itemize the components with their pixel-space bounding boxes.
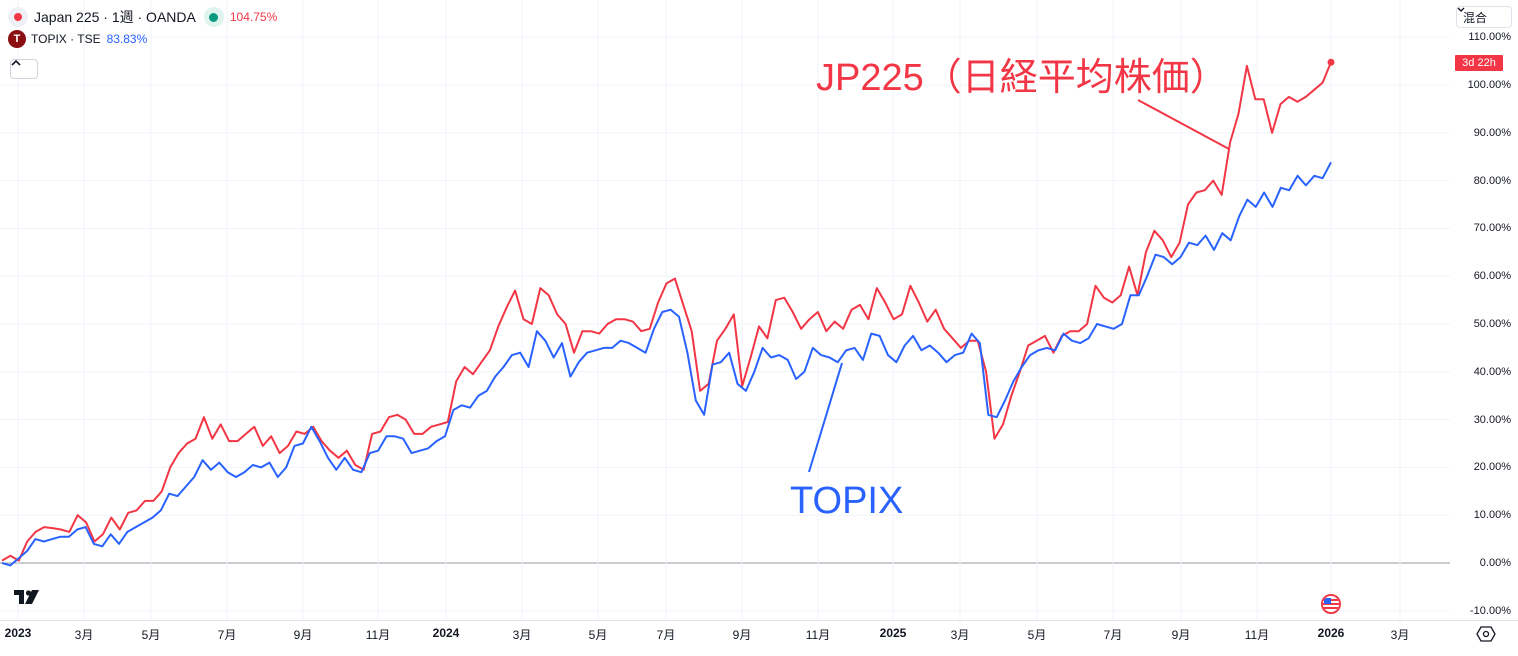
time-scale-tick: 11月 — [805, 628, 831, 642]
time-scale-tick: 3月 — [950, 628, 970, 642]
price-scale[interactable]: 110.00% 100.00% 90.00% 80.00% 70.00% 60.00% 50… — [1450, 0, 1518, 620]
price-scale-tick: -10.00% — [1470, 604, 1511, 617]
scale-mode-dropdown[interactable]: 混合 — [1456, 6, 1512, 28]
price-scale-tick: 30.00% — [1473, 413, 1511, 426]
chevron-down-icon — [1457, 7, 1465, 12]
price-scale-tick: 80.00% — [1473, 174, 1511, 187]
time-scale-tick: 7月 — [217, 628, 237, 642]
time-scale-tick: 2023 — [4, 626, 32, 640]
price-scale-tick: 110.00% — [1468, 31, 1511, 44]
time-scale-tick: 9月 — [293, 628, 313, 642]
time-scale-tick: 2026 — [1317, 626, 1345, 640]
main-value: 104.75% — [229, 10, 278, 24]
price-scale-tick: 100.00% — [1467, 79, 1511, 91]
price-scale-tick: 20.00% — [1473, 461, 1511, 474]
chart-pane[interactable] — [0, 0, 1450, 620]
time-scale-tick: 9月 — [1171, 628, 1191, 642]
topix-annotation-text[interactable]: TOPIX — [790, 480, 904, 522]
price-scale-tick: 10.00% — [1473, 509, 1511, 522]
bar-countdown-badge: 3d 22h — [1455, 55, 1503, 71]
time-scale-tick: 9月 — [732, 628, 752, 642]
price-scale-tick: 40.00% — [1473, 365, 1511, 378]
last-price-dot — [1327, 58, 1335, 66]
topix-series-line[interactable] — [1, 161, 1332, 567]
time-scale-tick: 2024 — [432, 626, 460, 640]
price-scale-tick: 70.00% — [1473, 222, 1511, 235]
time-scale-tick: 3月 — [1390, 628, 1410, 642]
series-color-dot — [8, 7, 28, 27]
legend-main-series[interactable]: Japan 225 · 1週 · OANDA 104.75% — [8, 6, 277, 28]
time-scale-tick: 11月 — [1244, 628, 1270, 642]
time-scale-tick: 7月 — [656, 628, 676, 642]
price-scale-tick: 60.00% — [1473, 270, 1511, 283]
time-scale-tick: 2025 — [879, 626, 907, 640]
topix-annotation-arrow[interactable] — [808, 362, 843, 473]
market-status-icon — [203, 7, 224, 27]
time-scale-tick: 5月 — [588, 628, 608, 642]
plot-area[interactable] — [0, 0, 1450, 620]
collapse-legend-button[interactable] — [10, 59, 38, 79]
time-scale-tick: 5月 — [1027, 628, 1047, 642]
topix-logo-icon: T — [8, 30, 26, 48]
time-scale-tick: 3月 — [74, 628, 94, 642]
scale-mode-label: 混合 — [1463, 10, 1488, 25]
jp225-series-line[interactable] — [1, 61, 1332, 562]
compare-symbol-label: TOPIX · TSE — [31, 32, 101, 46]
time-scale-tick: 3月 — [512, 628, 532, 642]
price-scale-tick: 50.00% — [1473, 318, 1511, 330]
legend-compare-series[interactable]: T TOPIX · TSE 83.83% — [8, 28, 277, 50]
chevron-up-icon — [11, 60, 21, 66]
main-symbol-label: Japan 225 · 1週 · OANDA — [34, 9, 196, 25]
compare-value: 83.83% — [106, 32, 148, 46]
time-scale-tick: 5月 — [141, 628, 161, 642]
jp225-annotation-text[interactable]: JP225（日経平均株価） — [816, 57, 1228, 99]
jp225-annotation-arrow[interactable] — [1137, 99, 1230, 150]
time-scale-tick: 11月 — [365, 628, 391, 642]
legend: Japan 225 · 1週 · OANDA 104.75% T TOPIX ·… — [8, 6, 277, 50]
us-flag-event-icon[interactable] — [1321, 594, 1341, 614]
settings-gear-icon[interactable] — [1476, 624, 1496, 644]
time-scale[interactable]: 2023 3月 5月 7月 9月 11月 2024 3月 5月 7月 9月 11月 2025 3月 5月 7月… — [0, 620, 1518, 656]
price-scale-tick: 90.00% — [1473, 126, 1511, 139]
price-scale-tick: 0.00% — [1479, 557, 1511, 569]
time-scale-tick: 7月 — [1103, 628, 1123, 642]
